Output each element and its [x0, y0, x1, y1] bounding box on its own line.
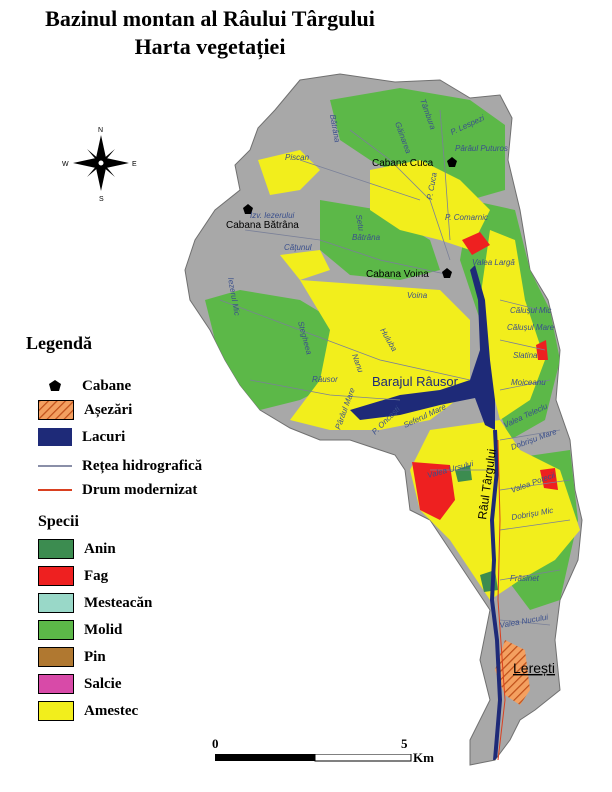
- amestec-zone-north: [370, 160, 490, 250]
- stream-label: P. Comarnic: [445, 213, 488, 222]
- fag-patch-east: [536, 340, 548, 360]
- legend-label: Mesteacăn: [84, 594, 153, 611]
- species-swatch: [38, 701, 74, 721]
- stream-label: Căţunul: [284, 243, 312, 252]
- legend-label: Așezări: [84, 401, 133, 418]
- legend-item-hydro: Rețea hidrografică: [38, 456, 202, 476]
- legend-species-amestec: Amestec: [38, 701, 138, 721]
- cabin-marker-voina: [442, 268, 452, 278]
- river-raul-targului: [489, 429, 503, 761]
- stream-label: Izv. Iezerului: [250, 211, 295, 220]
- stream-label: Pârâul Puturos: [455, 144, 508, 153]
- fag-patch-valea-larga: [462, 232, 490, 255]
- species-swatch: [38, 566, 74, 586]
- lake-swatch: [38, 428, 72, 446]
- line-swatch-icon: [38, 489, 72, 491]
- hatch-swatch-icon: [38, 400, 74, 420]
- compass-rose-icon: N S E W: [62, 127, 137, 203]
- modernized-road: [497, 439, 506, 761]
- lake-barajul-rausor: [350, 265, 495, 430]
- stream-label: Călușul Mare: [507, 323, 555, 332]
- amestec-zone-mw: [280, 250, 330, 280]
- stream-label: Valea Largă: [472, 258, 515, 267]
- map-title: Bazinul montan al Râului Târgului: [45, 6, 375, 31]
- molid-zone-west: [205, 290, 350, 410]
- legend-label: Lacuri: [82, 428, 126, 445]
- legend-label: Drum modernizat: [82, 481, 198, 498]
- legend-species-mesteacan: Mesteacăn: [38, 593, 152, 613]
- stream-label: Frăsinet: [510, 574, 540, 583]
- legend-species-fag: Fag: [38, 566, 108, 586]
- legend-species-salcie: Salcie: [38, 674, 122, 694]
- stream-label: Setu: [354, 214, 366, 232]
- stream-label: Bătrâna: [352, 233, 381, 242]
- stream-label: Călușul Mic: [510, 306, 551, 315]
- fag-patch-valea-ursului: [412, 462, 455, 520]
- compass-s: S: [99, 196, 104, 203]
- legend-label: Anin: [84, 540, 116, 557]
- legend-label: Fag: [84, 567, 109, 584]
- line-swatch-icon: [38, 465, 72, 467]
- legend-species-molid: Molid: [38, 620, 122, 640]
- label-cabana-cuca: Cabana Cuca: [372, 158, 434, 169]
- legend-label: Molid: [84, 621, 123, 638]
- legend-species-pin: Pin: [38, 647, 106, 667]
- stream-label: Râusor: [312, 375, 338, 384]
- compass-w: W: [62, 161, 69, 168]
- stream-label: Piscan: [285, 153, 310, 162]
- scale-start: 0: [212, 736, 219, 751]
- legend-label: Cabane: [82, 377, 132, 394]
- legend-item-lakes: Lacuri: [38, 427, 125, 447]
- legend-title: Legendă: [26, 333, 93, 353]
- molid-zone-center: [320, 200, 440, 280]
- legend-item-cabins: Cabane: [38, 376, 131, 396]
- legend-label: Rețea hidrografică: [82, 457, 203, 474]
- legend-item-road: Drum modernizat: [38, 480, 197, 500]
- compass-e: E: [132, 161, 137, 168]
- species-title: Specii: [38, 513, 79, 530]
- map-subtitle: Harta vegetației: [134, 34, 286, 59]
- amestec-zone-east: [480, 230, 545, 420]
- scale-mid: 5: [401, 736, 408, 751]
- legend-species-anin: Anin: [38, 539, 116, 559]
- pentagon-icon: [49, 380, 61, 391]
- species-swatch: [38, 647, 74, 667]
- fag-patch-south: [540, 468, 558, 490]
- legend-label: Salcie: [84, 675, 122, 692]
- anin-patch-1: [455, 465, 472, 482]
- label-cabana-voina: Cabana Voina: [366, 269, 429, 280]
- cabins: [243, 157, 457, 278]
- species-swatch: [38, 593, 74, 613]
- species-swatch: [38, 620, 74, 640]
- hydro-network: [219, 109, 571, 626]
- label-settlement: Lerești: [513, 660, 555, 676]
- label-cabana-batrana: Cabana Bătrâna: [226, 220, 299, 231]
- cabin-marker-cuca: [447, 157, 457, 167]
- scale-bar-graphic: [215, 754, 412, 762]
- species-swatch: [38, 539, 74, 559]
- label-lake: Barajul Râusor: [372, 374, 459, 389]
- cabin-marker-batrana: [243, 204, 253, 214]
- legend-label: Amestec: [84, 702, 139, 719]
- legend-item-settlements: Așezări: [38, 400, 132, 420]
- scale-unit: Km: [413, 750, 434, 765]
- molid-zone-north: [330, 88, 505, 200]
- legend-label: Pin: [84, 648, 106, 665]
- stream-label: Voina: [407, 291, 428, 300]
- compass-n: N: [98, 127, 103, 134]
- species-swatch: [38, 674, 74, 694]
- stream-label: Slatina: [513, 351, 538, 360]
- stream-label: Moiceanu: [511, 378, 546, 387]
